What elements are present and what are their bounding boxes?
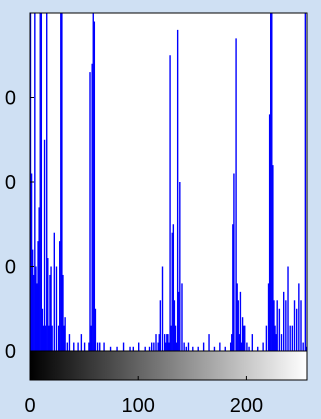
- colorbar: [29, 350, 308, 381]
- bars-group: [29, 13, 308, 351]
- x-tick-label: 100: [122, 395, 155, 417]
- x-tick-label: 0: [24, 395, 35, 417]
- y-tick-label: 0: [5, 341, 16, 363]
- y-tick-label: 0: [5, 88, 16, 110]
- x-tick-label: 200: [230, 395, 263, 417]
- plot-frame: [29, 12, 308, 381]
- x-ticks-group: 0 100 200: [24, 376, 263, 417]
- plot-area: [29, 12, 308, 381]
- y-ticks-group: 0 0 0 0: [5, 88, 34, 363]
- grayscale-colorbar: [29, 350, 308, 381]
- y-tick-label: 0: [5, 172, 16, 194]
- y-tick-label: 0: [5, 257, 16, 279]
